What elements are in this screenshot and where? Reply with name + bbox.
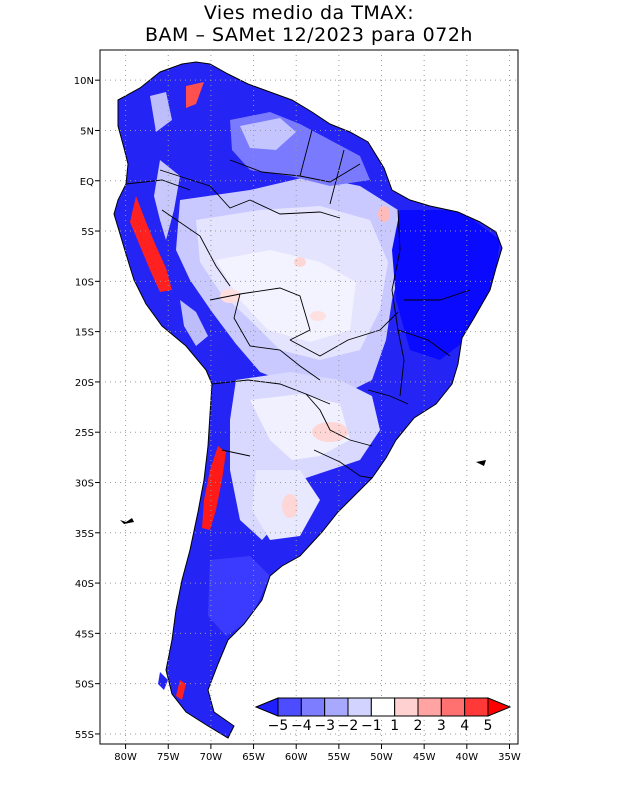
lon-tick-label: 70W [200,752,223,763]
map-title-line1: Vies medio da TMAX: [203,2,415,24]
lon-tick-label: 45W [413,752,436,763]
lat-tick-label: 30S [75,478,94,489]
lon-tick-label: 40W [456,752,479,763]
lat-tick-label: 40S [75,579,94,590]
colorbar: −5 −4 −3 −2 −1 1 2 3 4 5 [254,697,512,734]
colorbar-label: 3 [437,718,446,734]
lat-tick-label: 35S [75,529,94,540]
lon-tick-label: 35W [498,752,521,763]
colorbar-label: 2 [414,718,423,734]
colorbar-box [417,697,442,717]
colorbar-box [394,697,419,717]
lat-tick-label: 5S [81,227,94,238]
lon-tick-label: 80W [114,752,137,763]
colorbar-box [300,697,326,717]
lat-tick-label: 10S [75,277,94,288]
colorbar-box [324,697,349,717]
lat-tick-label: 20S [75,378,94,389]
lon-tick-label: 65W [242,752,265,763]
lat-tick-label: 5N [80,126,94,137]
map-title-line2: BAM – SAMet 12/2023 para 072h [145,24,473,46]
colorbar-label: −5 [268,718,289,734]
colorbar-box [440,697,466,717]
colorbar-box [277,697,302,717]
lat-tick-label: EQ [80,177,94,188]
colorbar-label: −2 [338,718,359,734]
lon-tick-label: 50W [370,752,393,763]
colorbar-label: 5 [484,718,493,734]
lat-tick-label: 15S [75,328,94,339]
lat-tick-label: 45S [75,629,94,640]
colorbar-label: −1 [361,718,382,734]
lon-tick-label: 75W [157,752,180,763]
colorbar-label: 4 [460,718,469,734]
graticule [100,50,518,744]
colorbar-label: −4 [291,718,312,734]
lat-tick-label: 25S [75,428,94,439]
colorbar-high-arrow [487,697,512,717]
lat-tick-label: 55S [75,730,94,741]
map-axes: 10N 5N EQ 5S 10S 15S 20S 25S 30S 35S 40S 45S 50S 55S 8… [74,76,521,763]
colorbar-box [347,697,372,717]
lon-tick-label: 60W [285,752,308,763]
lon-tick-label: 55W [328,752,351,763]
colorbar-box [464,697,489,717]
colorbar-label: 1 [390,718,399,734]
lat-tick-label: 50S [75,680,94,691]
colorbar-label: −3 [314,718,335,734]
lat-tick-label: 10N [74,76,94,87]
colorbar-box [370,697,396,717]
